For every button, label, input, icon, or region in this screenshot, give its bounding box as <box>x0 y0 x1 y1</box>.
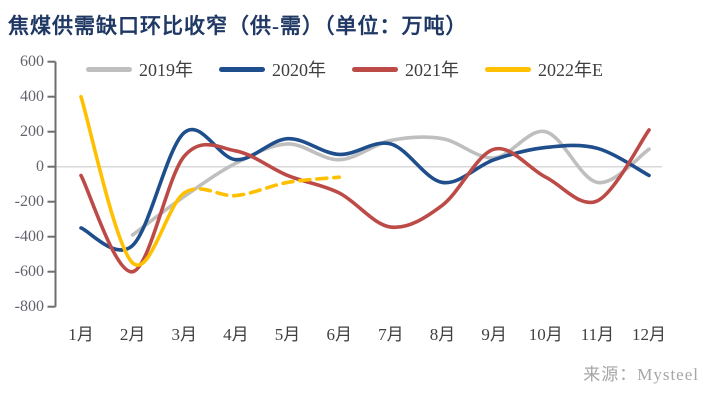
legend-label: 2019年 <box>139 60 193 80</box>
x-tick-label: 4月 <box>223 325 249 344</box>
x-tick-label: 10月 <box>528 325 563 344</box>
x-tick-label: 5月 <box>274 325 301 344</box>
legend-item-2020年: 2020年 <box>219 56 326 82</box>
y-tick-label: -800 <box>14 297 44 315</box>
legend-label: 2022年E <box>538 60 603 80</box>
y-tick-label: 600 <box>20 52 44 70</box>
x-tick-label: 8月 <box>429 325 456 344</box>
x-tick-label: 2月 <box>119 325 146 344</box>
x-tick-label: 3月 <box>171 325 198 344</box>
line-2020年 <box>79 128 651 252</box>
legend-label: 2020年 <box>272 60 326 80</box>
legend-item-2019年: 2019年 <box>86 56 193 82</box>
x-tick-label: 7月 <box>378 325 404 344</box>
y-tick-label: 200 <box>20 122 44 140</box>
legend-line-icon <box>352 66 398 72</box>
legend-line-icon <box>485 66 531 72</box>
x-tick-label: 12月 <box>632 325 667 344</box>
legend-line-icon <box>219 66 265 72</box>
y-tick-label: -600 <box>14 262 44 280</box>
source-credit: 来源：Mysteel <box>583 365 699 384</box>
line-2022年E-dashed <box>182 175 341 198</box>
chart-title: 焦煤供需缺口环比收窄（供-需）（单位：万吨） <box>8 14 468 38</box>
legend: 2019年 2020年 2021年 2022年E <box>86 56 603 82</box>
legend-item-2022年E: 2022年E <box>485 56 603 82</box>
y-tick-label: -400 <box>14 227 44 245</box>
y-tick-label: 0 <box>36 157 44 175</box>
x-tick-label: 1月 <box>68 325 94 344</box>
y-tick-label: 400 <box>20 87 44 105</box>
y-tick-label: -200 <box>14 192 44 210</box>
legend-label: 2021年 <box>405 60 459 80</box>
x-tick-label: 6月 <box>326 325 352 344</box>
x-tick-label: 11月 <box>580 325 615 344</box>
legend-line-icon <box>86 66 132 72</box>
x-tick-label: 9月 <box>481 325 507 344</box>
line-2021年 <box>79 128 651 274</box>
legend-item-2021年: 2021年 <box>352 56 459 82</box>
line-2019年 <box>130 129 651 237</box>
line-2022年E-solid <box>79 94 187 267</box>
